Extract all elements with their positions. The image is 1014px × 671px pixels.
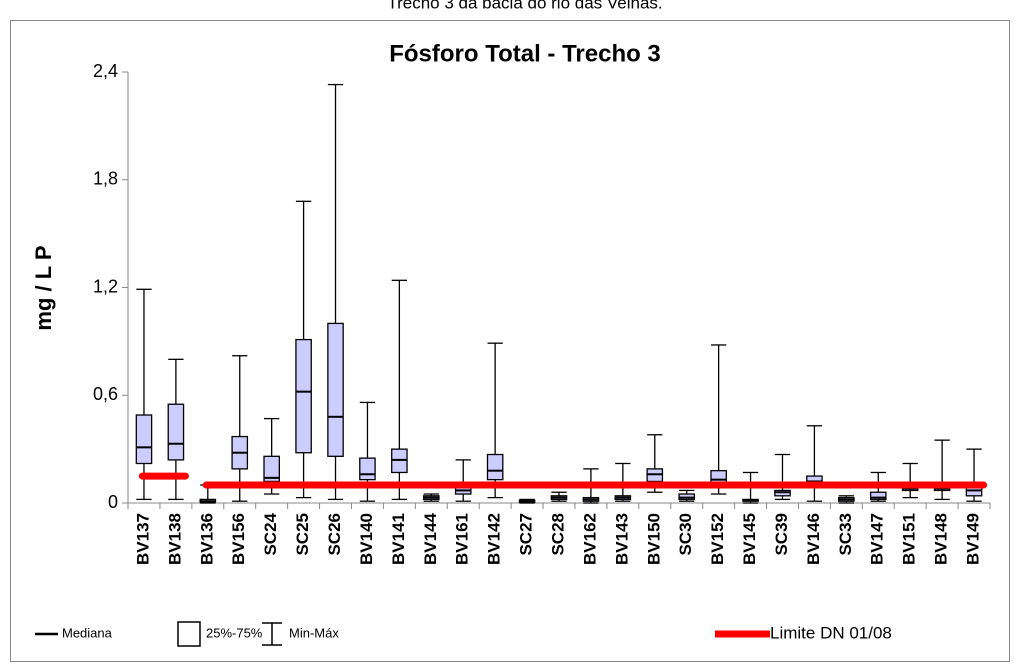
legend-box-icon (177, 621, 201, 647)
y-tick-label: 2,4 (93, 61, 118, 81)
x-tick-label: BV142 (485, 513, 504, 565)
box (135, 414, 153, 465)
x-tick-label: SC28 (548, 513, 567, 556)
legend-median: Mediana (62, 625, 113, 640)
x-tick-label: BV146 (804, 513, 823, 565)
x-tick-label: SC26 (325, 513, 344, 556)
x-tick-label: BV152 (708, 513, 727, 565)
x-tick-label: SC33 (836, 513, 855, 556)
y-tick-label: 0 (108, 492, 118, 512)
x-tick-label: BV138 (165, 513, 184, 565)
box (327, 322, 344, 457)
x-tick-label: BV145 (740, 513, 759, 565)
x-tick-label: BV161 (453, 513, 472, 565)
box (486, 453, 504, 481)
x-tick-label: BV136 (197, 513, 216, 565)
chart-frame (10, 20, 1010, 662)
box (295, 338, 312, 454)
x-tick-label: BV147 (868, 513, 887, 565)
x-tick-label: BV137 (133, 513, 152, 565)
legend-limit: Limite DN 01/08 (770, 623, 892, 642)
box (710, 470, 727, 484)
y-axis-label: mg / L P (31, 245, 56, 330)
x-tick-label: SC27 (517, 513, 536, 556)
x-tick-label: BV150 (644, 513, 663, 565)
legend-whisker-icon (262, 622, 282, 646)
x-tick-label: BV140 (357, 513, 376, 565)
x-tick-label: BV149 (964, 513, 983, 565)
caption: Trecho 3 da bacia do rio das Velhas. (387, 0, 662, 12)
box (359, 457, 376, 481)
x-tick-label: BV143 (612, 513, 631, 565)
box (167, 403, 185, 461)
x-tick-label: BV144 (421, 512, 440, 565)
x-tick-label: BV156 (229, 513, 248, 565)
x-tick-label: SC39 (772, 513, 791, 556)
x-tick-label: BV151 (900, 513, 919, 565)
x-tick-label: BV162 (580, 513, 599, 565)
y-tick-label: 0,6 (93, 384, 118, 404)
y-tick-label: 1,8 (93, 169, 118, 189)
chart-title: Fósforo Total - Trecho 3 (389, 40, 661, 67)
legend-box: 25%-75% (206, 625, 263, 640)
box (869, 491, 887, 501)
x-tick-label: BV148 (932, 513, 951, 565)
x-tick-label: SC25 (293, 513, 312, 556)
x-tick-label: BV141 (389, 513, 408, 565)
x-tick-label: SC30 (676, 513, 695, 556)
legend-whisker: Min-Máx (289, 625, 339, 640)
box (263, 455, 280, 483)
x-tick-label: SC24 (261, 512, 280, 555)
y-tick-label: 1,2 (93, 276, 118, 296)
